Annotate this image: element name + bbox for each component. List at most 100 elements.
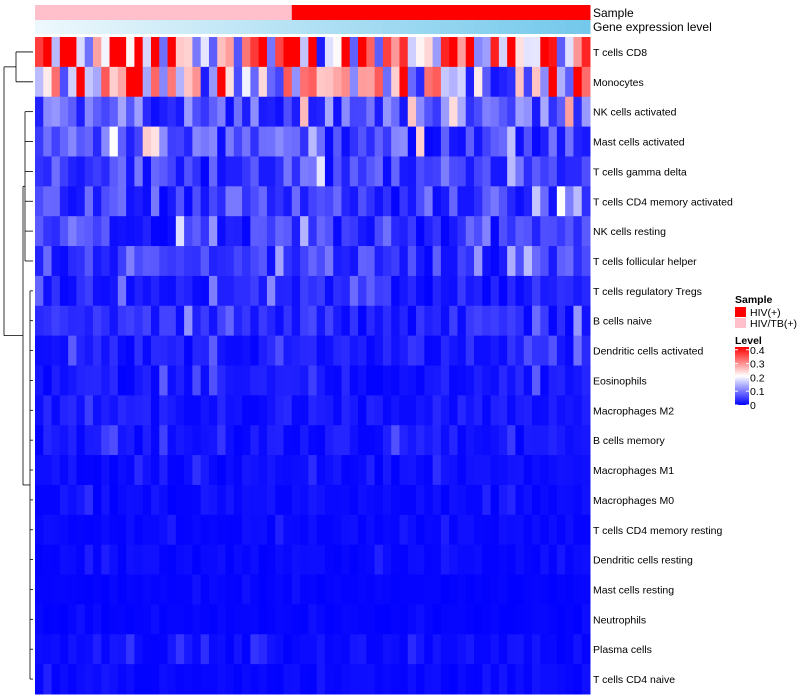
heatmap-cell [358,604,367,635]
heatmap-cell [374,216,384,247]
heatmap-cell [59,514,69,546]
heatmap-cell [200,37,210,68]
heatmap-cell [515,37,525,68]
heatmap-cell [266,246,276,277]
heatmap-cell [465,604,475,635]
heatmap-cell [300,455,309,486]
heatmap-cell [341,66,351,98]
heatmap-cell [200,216,210,247]
heatmap-cell [374,246,384,277]
heatmap-cell [341,544,351,576]
heatmap-cell [208,484,218,516]
gene-expression-annotation-cell [474,20,483,34]
heatmap-cell [275,455,285,486]
heatmap-cell [474,305,483,337]
heatmap-cell [250,365,260,396]
heatmap-cell [515,604,525,635]
gene-expression-annotation-cell [391,20,400,34]
heatmap-cell [109,186,119,217]
heatmap-cell [507,514,516,546]
heatmap-cell [225,335,235,366]
heatmap-cell [242,484,251,516]
heatmap-cell [490,365,500,396]
heatmap-cell [184,335,193,366]
heatmap-cell [175,305,185,337]
heatmap-cell [573,126,583,157]
sample-annotation-cell [482,5,492,20]
heatmap-cell [416,455,425,486]
level-tick-label: 0 [750,400,756,412]
heatmap-cell [391,216,400,247]
heatmap-cell [366,664,376,695]
heatmap-cell [565,216,574,247]
heatmap-cell [440,604,450,635]
heatmap-cell [300,216,309,247]
heatmap-cell [532,216,541,247]
heatmap-cell [449,455,458,486]
heatmap-cell [374,365,384,396]
heatmap-cell [556,275,566,307]
heatmap-cell [440,484,450,516]
heatmap-cell [440,574,450,605]
heatmap-cell [258,216,268,247]
heatmap-cell [432,484,442,516]
heatmap-cell [498,66,508,98]
heatmap-cell [217,365,227,396]
heatmap-cell [399,395,409,426]
heatmap-cell [416,96,425,128]
heatmap-cell [192,216,202,247]
heatmap-cell [126,604,135,635]
heatmap-cell [35,335,44,366]
heatmap-cell [167,126,177,157]
heatmap-cell [134,186,144,217]
heatmap-cell [242,156,251,187]
heatmap-cell [43,126,53,157]
heatmap-cell [432,574,442,605]
heatmap-cell [51,365,61,396]
heatmap-cell [507,246,516,277]
heatmap-cell [126,365,135,396]
heatmap-cell [242,395,251,426]
heatmap-cell [84,425,94,456]
heatmap-cell [258,156,268,187]
heatmap-cell [35,664,44,695]
heatmap-cell [407,634,417,665]
heatmap-cell [581,574,591,605]
heatmap-cell [333,664,342,695]
heatmap-cell [407,484,417,516]
heatmap-cell [92,156,102,187]
heatmap-cell [556,634,566,665]
heatmap-cell [498,574,508,605]
heatmap-cell [217,484,227,516]
gene-expression-annotation-cell [507,20,516,34]
heatmap-cell [324,37,334,68]
heatmap-cell [59,37,69,68]
heatmap-cell [490,246,500,277]
heatmap-cell [573,395,583,426]
heatmap-cell [308,365,318,396]
heatmap-cell [150,455,160,486]
heatmap-cell [159,275,169,307]
heatmap-cell [134,604,144,635]
heatmap-cell [258,96,268,128]
heatmap-cell [556,574,566,605]
heatmap-cell [391,514,400,546]
heatmap-cell [109,425,119,456]
heatmap-cell [382,96,392,128]
heatmap-cell [482,66,492,98]
heatmap-cell [548,514,558,546]
gene-expression-annotation-cell [532,20,541,34]
heatmap-cell [167,484,177,516]
heatmap-cell [399,455,409,486]
heatmap-cell [208,604,218,635]
heatmap-cell [515,216,525,247]
heatmap-cell [208,395,218,426]
heatmap-cell [465,455,475,486]
heatmap-cell [424,186,434,217]
heatmap-cell [316,365,326,396]
heatmap-cell [449,66,458,98]
heatmap-cell [416,365,425,396]
heatmap-cell [150,395,160,426]
heatmap-cell [92,37,102,68]
heatmap-cell [523,574,533,605]
